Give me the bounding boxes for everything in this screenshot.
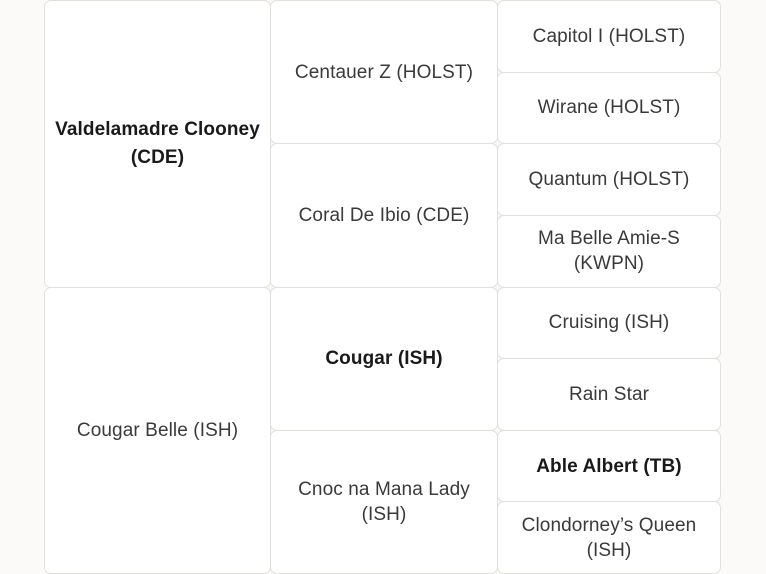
pedigree-cell-label: Wirane (HOLST) xyxy=(537,97,681,119)
pedigree-cell[interactable]: Cruising (ISH) xyxy=(497,286,721,360)
pedigree-generation-2: Centauer Z (HOLST) Coral De Ibio (CDE) C… xyxy=(270,0,498,574)
pedigree-cell-label: Capitol I (HOLST) xyxy=(532,25,686,47)
pedigree-cell-label: Cougar Belle (ISH) xyxy=(76,419,239,441)
pedigree-cell-label: Coral De Ibio (CDE) xyxy=(298,204,470,226)
pedigree-cell-label: Clondorney’s Queen (ISH) xyxy=(521,514,697,561)
pedigree-cell-label: Cougar (ISH) xyxy=(325,348,443,370)
pedigree-cell[interactable]: Able Albert (TB) xyxy=(497,429,721,503)
pedigree-cell[interactable]: Coral De Ibio (CDE) xyxy=(270,143,498,288)
pedigree-cell-label: Cruising (ISH) xyxy=(548,312,670,334)
pedigree-cell[interactable]: Capitol I (HOLST) xyxy=(497,0,721,73)
pedigree-cell-label: Able Albert (TB) xyxy=(536,455,682,477)
pedigree-cell-label: Ma Belle Amie-S (KWPN) xyxy=(538,228,680,275)
pedigree-cell[interactable]: Cougar (ISH) xyxy=(270,286,498,431)
pedigree-cell[interactable]: Rain Star xyxy=(497,358,721,431)
pedigree-cell-label: Valdelamadre Clooney (CDE) xyxy=(55,119,260,168)
pedigree-cell-label: Quantum (HOLST) xyxy=(528,169,690,191)
pedigree-cell[interactable]: Cougar Belle (ISH) xyxy=(44,286,271,574)
pedigree-cell-label: Cnoc na Mana Lady (ISH) xyxy=(298,478,470,525)
pedigree-cell[interactable]: Ma Belle Amie-S (KWPN) xyxy=(497,214,721,288)
pedigree-cell[interactable]: Centauer Z (HOLST) xyxy=(270,0,498,145)
pedigree-generation-3: Capitol I (HOLST) Wirane (HOLST) Quantum… xyxy=(497,0,766,574)
pedigree-cell[interactable]: Quantum (HOLST) xyxy=(497,143,721,216)
pedigree-cell[interactable]: Cnoc na Mana Lady (ISH) xyxy=(270,429,498,574)
pedigree-cell[interactable]: Wirane (HOLST) xyxy=(497,71,721,145)
pedigree-cell-label: Rain Star xyxy=(568,383,650,405)
pedigree-generation-1: Valdelamadre Clooney (CDE) Cougar Belle … xyxy=(0,0,271,574)
pedigree-cell[interactable]: Clondorney’s Queen (ISH) xyxy=(497,501,721,574)
pedigree-cell[interactable]: Valdelamadre Clooney (CDE) xyxy=(44,0,271,288)
pedigree-cell-label: Centauer Z (HOLST) xyxy=(294,61,474,83)
